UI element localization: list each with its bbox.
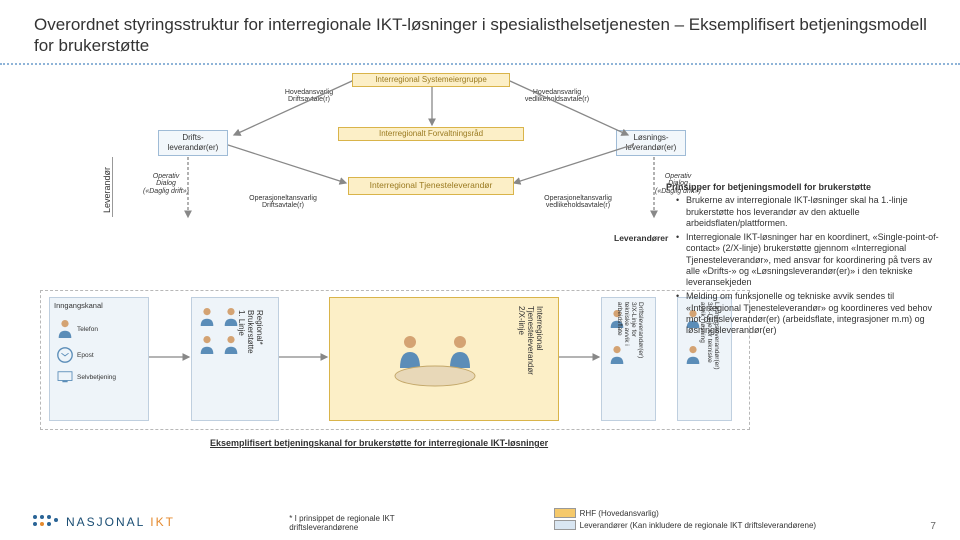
- logo-text-i: IKT: [150, 515, 175, 529]
- panel-drifts3-label: Driftsleverandør(er) 3/X-Linje for tekni…: [616, 302, 644, 358]
- legend: RHF (Hovedansvarlig) Leverandører (Kan i…: [554, 508, 816, 532]
- box-tjenesteleverandor: Interregional Tjenesteleverandør: [348, 177, 514, 195]
- channel-diagram: Inngangskanal Telefon Epost Selvbetjenin…: [40, 290, 750, 430]
- panel-inngang: Inngangskanal Telefon Epost Selvbetjenin…: [49, 297, 149, 421]
- leverandorer-label: Leverandører: [614, 233, 668, 243]
- panel-interregional: Interregional Tjenesteleverandør 2/X-lin…: [329, 297, 559, 421]
- arrow-op-left: [184, 157, 192, 219]
- principle-item: Interregionale IKT-løsninger har en koor…: [676, 232, 942, 288]
- swatch-lev: [554, 520, 576, 530]
- leverandor-side-label: Leverandør: [102, 166, 112, 212]
- panel-drifts3: Driftsleverandør(er) 3/X-Linje for tekni…: [601, 297, 656, 421]
- item-telefon: Telefon: [77, 326, 98, 333]
- divider: [0, 63, 960, 65]
- flow-arrow-1: [149, 351, 191, 363]
- box-forvaltning: Interregionalt Forvaltningsråd: [338, 127, 524, 141]
- panel-regional-label: Regional* Brukerstøtte 1. Linje: [237, 310, 264, 354]
- box-driftsleverandor: Drifts- leverandør(er): [158, 130, 228, 156]
- legend-lev: Leverandører (Kan inkludere de regionale…: [580, 521, 816, 530]
- label-op-drift: Operasjoneltansvarlig Driftsavtale(r): [242, 195, 324, 210]
- arrow-sys-drift: [230, 79, 352, 143]
- label-op-vedl: Operasjoneltansvarlig vedlikeholdsavtale…: [534, 195, 622, 210]
- box-systemeier: Interregional Systemeiergruppe: [352, 73, 510, 87]
- legend-rhf: RHF (Hovedansvarlig): [580, 509, 659, 518]
- arrow-op-right: [650, 157, 658, 219]
- item-epost: Epost: [77, 352, 94, 359]
- panel-inngang-title: Inngangskanal: [50, 298, 148, 313]
- arrow-sys-forv: [428, 87, 436, 127]
- logo-text-n: NASJONAL: [66, 515, 145, 529]
- side-line: [112, 157, 113, 217]
- arrow-sys-losn: [510, 79, 632, 143]
- footnote: * I prinsippet de regionale IKT driftsle…: [289, 514, 439, 532]
- principle-item: Melding om funksjonelle og tekniske avvi…: [676, 291, 942, 336]
- label-op-left: Operativ Dialog («Daglig drift»): [128, 173, 204, 196]
- logo: NASJONAL IKT: [30, 512, 175, 532]
- page-title: Overordnet styringsstruktur for interreg…: [34, 14, 930, 57]
- principles-title: Prinsipper for betjeningsmodell for bruk…: [666, 182, 942, 193]
- principle-item: Brukerne av interregionale IKT-løsninger…: [676, 195, 942, 229]
- arrow-drift-tjen: [228, 143, 348, 187]
- arrow-losn-tjen: [514, 143, 634, 187]
- footer: NASJONAL IKT * I prinsippet de regionale…: [30, 508, 936, 532]
- channel-caption: Eksemplifisert betjeningskanal for bruke…: [210, 438, 548, 448]
- swatch-rhf: [554, 508, 576, 518]
- flow-arrow-2: [279, 351, 329, 363]
- panel-interregional-label: Interregional Tjenesteleverandør 2/X-lin…: [517, 306, 544, 375]
- flow-arrow-3: [559, 351, 601, 363]
- page-number: 7: [930, 521, 936, 532]
- panel-regional: Regional* Brukerstøtte 1. Linje: [191, 297, 279, 421]
- item-selvbetjening: Selvbetjening: [77, 374, 116, 381]
- principles-block: Prinsipper for betjeningsmodell for bruk…: [666, 182, 942, 339]
